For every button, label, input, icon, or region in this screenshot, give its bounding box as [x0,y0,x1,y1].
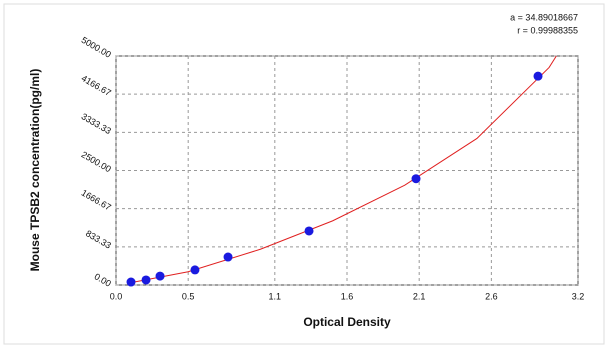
x-tick-label: 1.6 [341,291,354,301]
data-point [141,275,151,285]
data-point [190,265,200,275]
x-tick-label: 0.0 [110,291,123,301]
data-point [126,277,136,287]
x-tick-label: 2.6 [485,291,498,301]
data-point [223,252,233,262]
data-point [411,174,421,184]
x-tick-label: 1.1 [269,291,282,301]
x-tick-label: 3.2 [572,291,585,301]
data-point [155,271,165,281]
data-point [304,226,314,236]
annotation: a = 34.89018667 [510,12,578,22]
annotation: r = 0.99988355 [517,25,578,35]
x-axis-label: Optical Density [303,315,391,329]
x-tick-label: 0.5 [182,291,195,301]
y-axis-label: Mouse TPSB2 concentration(pg/ml) [28,69,42,272]
x-tick-label: 2.1 [413,291,426,301]
data-point [533,71,543,81]
